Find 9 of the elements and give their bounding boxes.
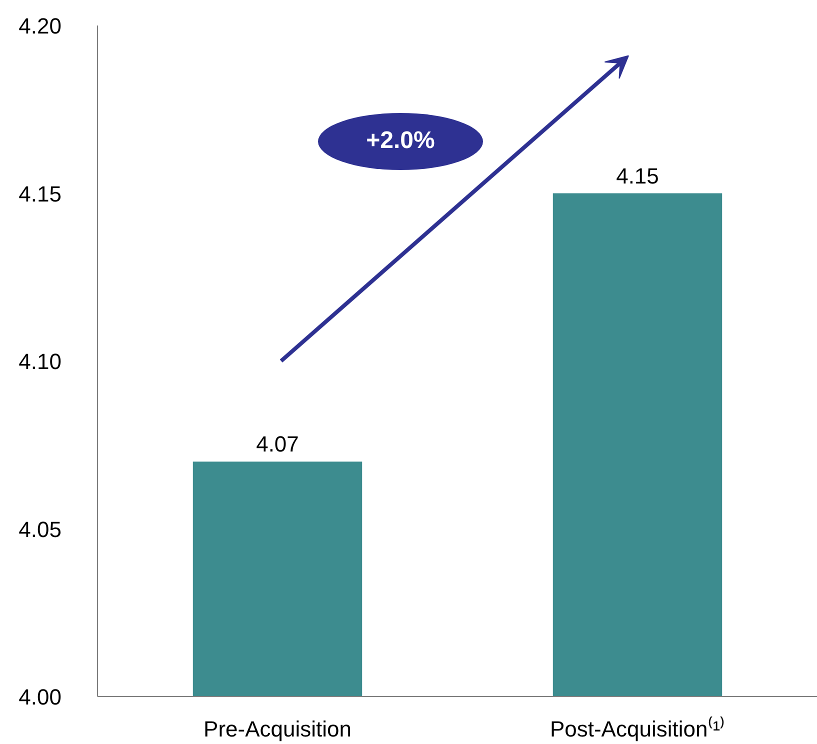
y-tick-label: 4.15	[18, 181, 62, 206]
y-tick-label: 4.20	[18, 14, 62, 38]
data-label: 4.15	[616, 163, 659, 188]
y-tick-label: 4.00	[18, 684, 62, 710]
y-tick-label: 4.05	[18, 516, 62, 542]
y-tick-label: 4.10	[18, 349, 62, 374]
x-tick-label: Pre-Acquisition	[204, 716, 352, 742]
x-tick-label: Post-Acquisition⁽¹⁾	[550, 716, 726, 742]
data-label: 4.07	[256, 432, 299, 457]
